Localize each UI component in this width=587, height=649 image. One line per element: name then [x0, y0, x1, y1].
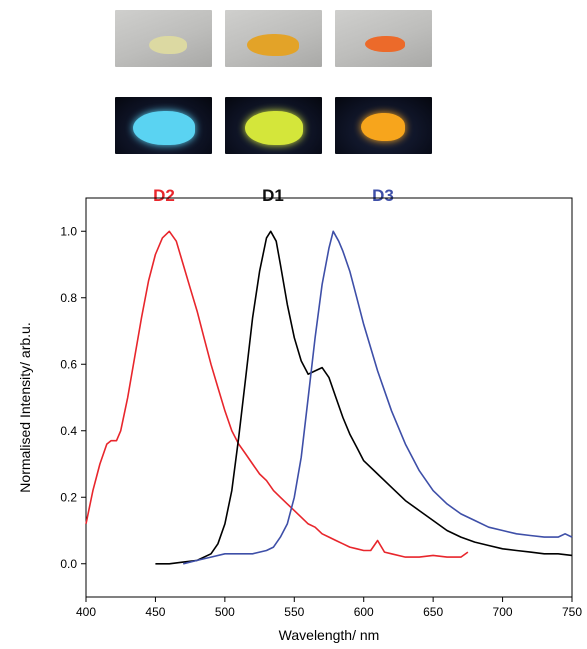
y-tick-label: 0.6	[60, 357, 77, 371]
powder-d1-daylight	[247, 34, 299, 56]
powder-d3-uv	[361, 113, 405, 141]
y-tick-label: 0.8	[60, 291, 77, 305]
sample-photo-grid	[0, 0, 587, 210]
y-tick-label: 0.2	[60, 490, 77, 504]
photo-d3-uv	[335, 97, 432, 154]
y-tick-label: 1.0	[60, 224, 77, 238]
sample-label-d2: D2	[153, 186, 175, 205]
powder-d1-uv	[245, 111, 303, 145]
x-tick-label: 500	[215, 605, 235, 619]
photo-d1-uv	[225, 97, 322, 154]
powder-d3-daylight	[365, 36, 405, 52]
y-axis-title: Normalised Intensity/ arb.u.	[17, 322, 33, 492]
x-tick-label: 600	[354, 605, 374, 619]
sample-label-d1: D1	[262, 186, 284, 205]
photo-d2-daylight	[115, 10, 212, 67]
series-line-d3	[183, 230, 573, 565]
plot-frame	[85, 197, 573, 598]
x-tick-label: 450	[145, 605, 165, 619]
ticks-layer: 400 450 500 550 600 650 700 750 0.0 0.2 0.4 0.6 0.8 1…	[60, 224, 582, 619]
x-tick-label: 550	[284, 605, 304, 619]
photo-d3-daylight	[335, 10, 432, 67]
x-tick-label: 400	[76, 605, 96, 619]
photo-d2-uv	[115, 97, 212, 154]
sample-label-d3: D3	[372, 186, 394, 205]
powder-d2-daylight	[149, 36, 187, 54]
x-axis-title: Wavelength/ nm	[279, 627, 380, 643]
x-tick-label: 750	[562, 605, 582, 619]
series-line-d2	[85, 230, 469, 558]
y-tick-label: 0.4	[60, 424, 77, 438]
x-tick-label: 700	[493, 605, 513, 619]
y-tick-label: 0.0	[60, 557, 77, 571]
powder-d2-uv	[133, 111, 195, 145]
x-tick-label: 650	[423, 605, 443, 619]
photo-d1-daylight	[225, 10, 322, 67]
series-line-d1	[155, 230, 573, 565]
series-layer	[85, 230, 573, 565]
